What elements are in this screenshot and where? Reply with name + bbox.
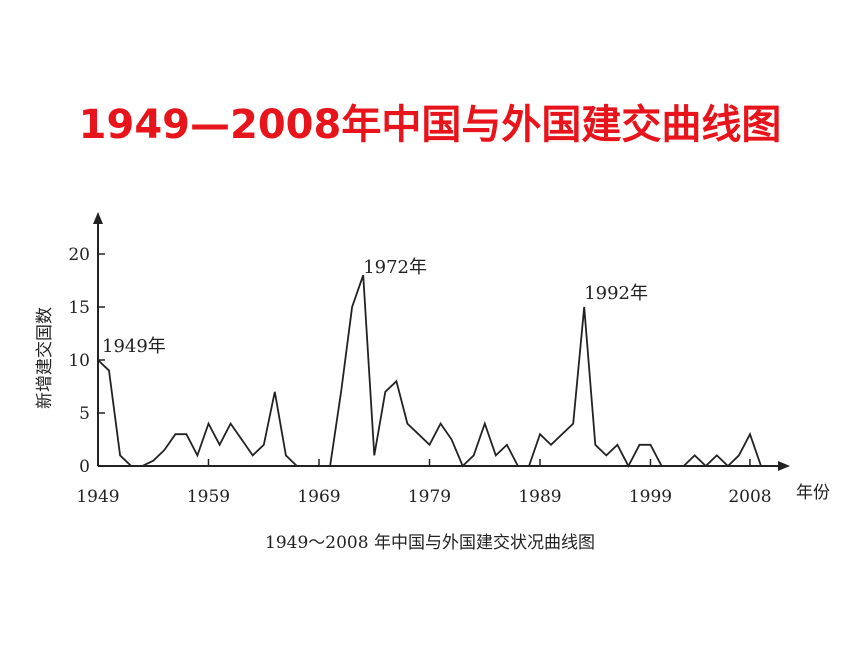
x-axis-arrow: [778, 461, 790, 471]
x-tick-label: 1979: [408, 487, 451, 507]
y-tick-label: 15: [68, 298, 90, 318]
series-line-segment: [683, 431, 762, 468]
series-line-segment: [97, 359, 298, 467]
y-axis-title-text: 新增建交国数: [35, 307, 55, 409]
y-tick-label: 5: [79, 404, 90, 424]
series-line-segment: [329, 274, 519, 468]
peak-annotation: 1949年: [102, 336, 166, 357]
axes: [93, 212, 790, 471]
x-tick-label: 2008: [728, 487, 771, 507]
peak-annotation: 1992年: [584, 283, 648, 304]
ticks: 0 5 10 15 20 1949 1959 1969 1979 1989 1999 2008 年份: [68, 245, 830, 507]
peak-annotation: 1972年: [363, 257, 427, 278]
x-axis-title: 年份: [796, 483, 830, 503]
x-tick-label: 1989: [518, 487, 561, 507]
x-tick-label: 1959: [187, 487, 230, 507]
x-tick-label: 1949: [76, 487, 119, 507]
y-tick-label: 10: [68, 351, 90, 371]
page-title: 1949—2008年中国与外国建交曲线图: [78, 102, 782, 148]
series-line-segment: [528, 306, 663, 468]
y-tick-label: 20: [68, 245, 90, 265]
y-axis-title: 新增建交国数: [35, 307, 55, 409]
chart-caption: 1949～2008 年中国与外国建交状况曲线图: [265, 533, 595, 553]
x-tick-label: 1999: [629, 487, 672, 507]
series: [97, 274, 762, 468]
y-axis-arrow: [93, 212, 103, 224]
annotations: 1949年 1972年 1992年: [102, 257, 648, 357]
x-tick-label: 1969: [297, 487, 340, 507]
y-tick-label: 0: [79, 457, 90, 477]
